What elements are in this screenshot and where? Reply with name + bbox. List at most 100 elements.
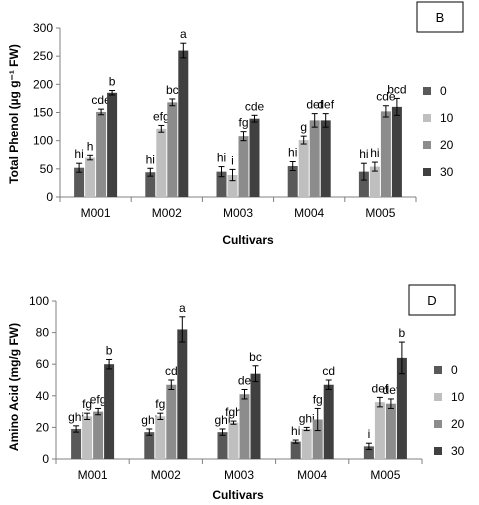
panel-b-significance-label: fg [238, 116, 248, 130]
panel-b-significance-label: hi [370, 146, 379, 160]
panel-d-bar [71, 428, 82, 459]
panel-d-significance-label: b [399, 326, 406, 340]
panel-b-bar [156, 128, 167, 197]
panel-b-x-tick-label: M002 [152, 206, 182, 220]
panel-d-bar [144, 432, 155, 459]
panel-b-legend-label: 0 [440, 84, 447, 98]
panel-b-y-tick-label: 150 [33, 106, 53, 120]
panel-d-significance-label: de [238, 373, 252, 387]
panel-b-bar [85, 157, 96, 197]
panel-b-y-tick-label: 50 [40, 162, 54, 176]
panel-b-bar [309, 120, 320, 197]
panel-d-y-tick-label: 80 [36, 326, 50, 340]
panel-d-legend-label: 0 [451, 363, 458, 377]
panel-d-label: D [427, 293, 436, 308]
panel-d-label-box [408, 284, 456, 316]
chart-panel-d: D Amino Acid (mg/g FW) Cultivars 0 20 40 60… [7, 284, 465, 502]
panel-b-legend-label: 20 [440, 138, 454, 152]
panel-d-legend-swatch [434, 366, 442, 374]
panel-b-significance-label: def [306, 98, 323, 112]
panel-d-significance-label: fg [313, 392, 323, 406]
panel-d-x-tick-label: M005 [370, 468, 400, 482]
panel-b-significance-label: def [317, 98, 334, 112]
panel-d-bar [104, 364, 115, 459]
panel-b-y-tick-label: 300 [33, 21, 53, 35]
panel-d-significance-label: a [179, 301, 186, 315]
panel-b-bar [320, 120, 331, 197]
panel-d-legend-label: 20 [451, 417, 465, 431]
panel-d-bar [166, 384, 177, 459]
panel-d-bar [385, 403, 396, 459]
panel-b-bar [358, 171, 369, 197]
panel-d-bar [239, 394, 250, 459]
panel-d-legend-label: 30 [451, 444, 465, 458]
panel-b-legend-swatch [423, 141, 431, 149]
panel-b-significance-label: i [231, 153, 234, 167]
panel-b-bar [249, 118, 260, 197]
panel-b-x-tick-label: M005 [365, 206, 395, 220]
panel-d-x-tick-label: M003 [224, 468, 254, 482]
panel-d-bar [374, 402, 385, 459]
panel-d-x-tick-label: M001 [78, 468, 108, 482]
panel-b-legend-swatch [423, 87, 431, 95]
panel-d-significance-label: ghi [214, 413, 230, 427]
panel-d-significance-label: hi [291, 424, 300, 438]
panel-d-significance-label: ghi [299, 411, 315, 425]
panel-d-plot-area: 020406080100M001ghifgefgbM002ghifgcdaM00… [29, 294, 423, 482]
panel-d-x-tick-label: M002 [151, 468, 181, 482]
panel-d-y-tick-label: 100 [29, 294, 49, 308]
chart-panel-b: B Total Phenol (µg g⁻¹ FW) Cultivars 0 50… [7, 1, 464, 247]
panel-b-x-tick-label: M004 [294, 206, 324, 220]
panel-b-bar [74, 167, 85, 197]
panel-b-significance-label: b [109, 75, 116, 89]
panel-b-significance-label: hi [217, 151, 226, 165]
panel-b-significance-label: bc [166, 83, 179, 97]
panel-b-plot-area: 050100150200250300M001hihcdebM002hiefgbc… [33, 21, 417, 220]
panel-d-y-tick-label: 40 [36, 389, 50, 403]
panel-b-significance-label: cde [91, 93, 111, 107]
panel-b-x-axis-title: Cultivars [222, 233, 274, 247]
panel-d-legend-label: 10 [451, 390, 465, 404]
panel-b-y-axis-title: Total Phenol (µg g⁻¹ FW) [7, 44, 21, 184]
panel-d-bar [177, 329, 188, 459]
panel-d-significance-label: def [383, 383, 400, 397]
panel-b-significance-label: a [180, 27, 187, 41]
panel-d-bar [363, 446, 374, 459]
panel-b-legend: 0 10 20 30 [423, 84, 454, 179]
panel-b-x-tick-label: M001 [81, 206, 111, 220]
panel-d-y-axis-title: Amino Acid (mg/g FW) [7, 323, 21, 451]
panel-d-legend: 0 10 20 30 [434, 363, 465, 458]
panel-b-y-tick-label: 250 [33, 49, 53, 63]
panel-d-x-axis-title: Cultivars [212, 488, 264, 502]
panel-b-significance-label: cde [245, 99, 265, 113]
panel-d-y-tick-label: 0 [42, 452, 49, 466]
panel-b-legend-label: 30 [440, 165, 454, 179]
panel-d-significance-label: cd [165, 364, 178, 378]
panel-b-significance-label: hi [359, 147, 368, 161]
panel-d-significance-label: ghi [68, 410, 84, 424]
panel-b-x-tick-label: M003 [223, 206, 253, 220]
panel-d-significance-label: ghi [141, 413, 157, 427]
panel-d-y-tick-label: 20 [36, 420, 50, 434]
panel-d-bar [323, 384, 334, 459]
panel-b-significance-label: hi [146, 152, 155, 166]
panel-d-significance-label: i [368, 427, 371, 441]
panel-b-bar [391, 106, 402, 197]
panel-b-label: B [436, 10, 445, 25]
panel-b-bar [178, 50, 189, 198]
panel-b-bar [298, 140, 309, 197]
panel-d-significance-label: fg [155, 397, 165, 411]
panel-b-bar [380, 111, 391, 197]
panel-b-y-tick-label: 100 [33, 134, 53, 148]
panel-b-bar [145, 172, 156, 197]
panel-d-bar [396, 357, 407, 459]
panel-d-bar [82, 416, 93, 459]
panel-d-significance-label: def [372, 381, 389, 395]
panel-b-bar [167, 102, 178, 197]
panel-b-significance-label: hi [288, 146, 297, 160]
panel-d-significance-label: fgh [225, 405, 242, 419]
panel-d-bar [312, 419, 323, 459]
panel-d-bar [217, 432, 228, 459]
panel-d-bar [93, 411, 104, 459]
